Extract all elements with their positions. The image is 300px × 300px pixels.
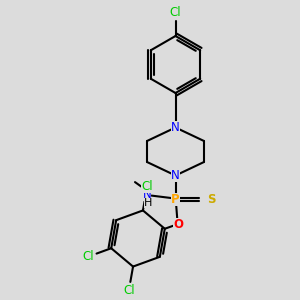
Text: N: N bbox=[142, 188, 152, 201]
Text: N: N bbox=[171, 169, 180, 182]
Text: O: O bbox=[173, 218, 183, 231]
Text: H: H bbox=[144, 197, 152, 208]
Text: S: S bbox=[207, 193, 215, 206]
Text: Cl: Cl bbox=[141, 180, 153, 193]
Text: Cl: Cl bbox=[170, 6, 181, 20]
Text: N: N bbox=[171, 121, 180, 134]
Text: P: P bbox=[171, 193, 180, 206]
Text: Cl: Cl bbox=[83, 250, 94, 263]
Text: Cl: Cl bbox=[123, 284, 135, 297]
